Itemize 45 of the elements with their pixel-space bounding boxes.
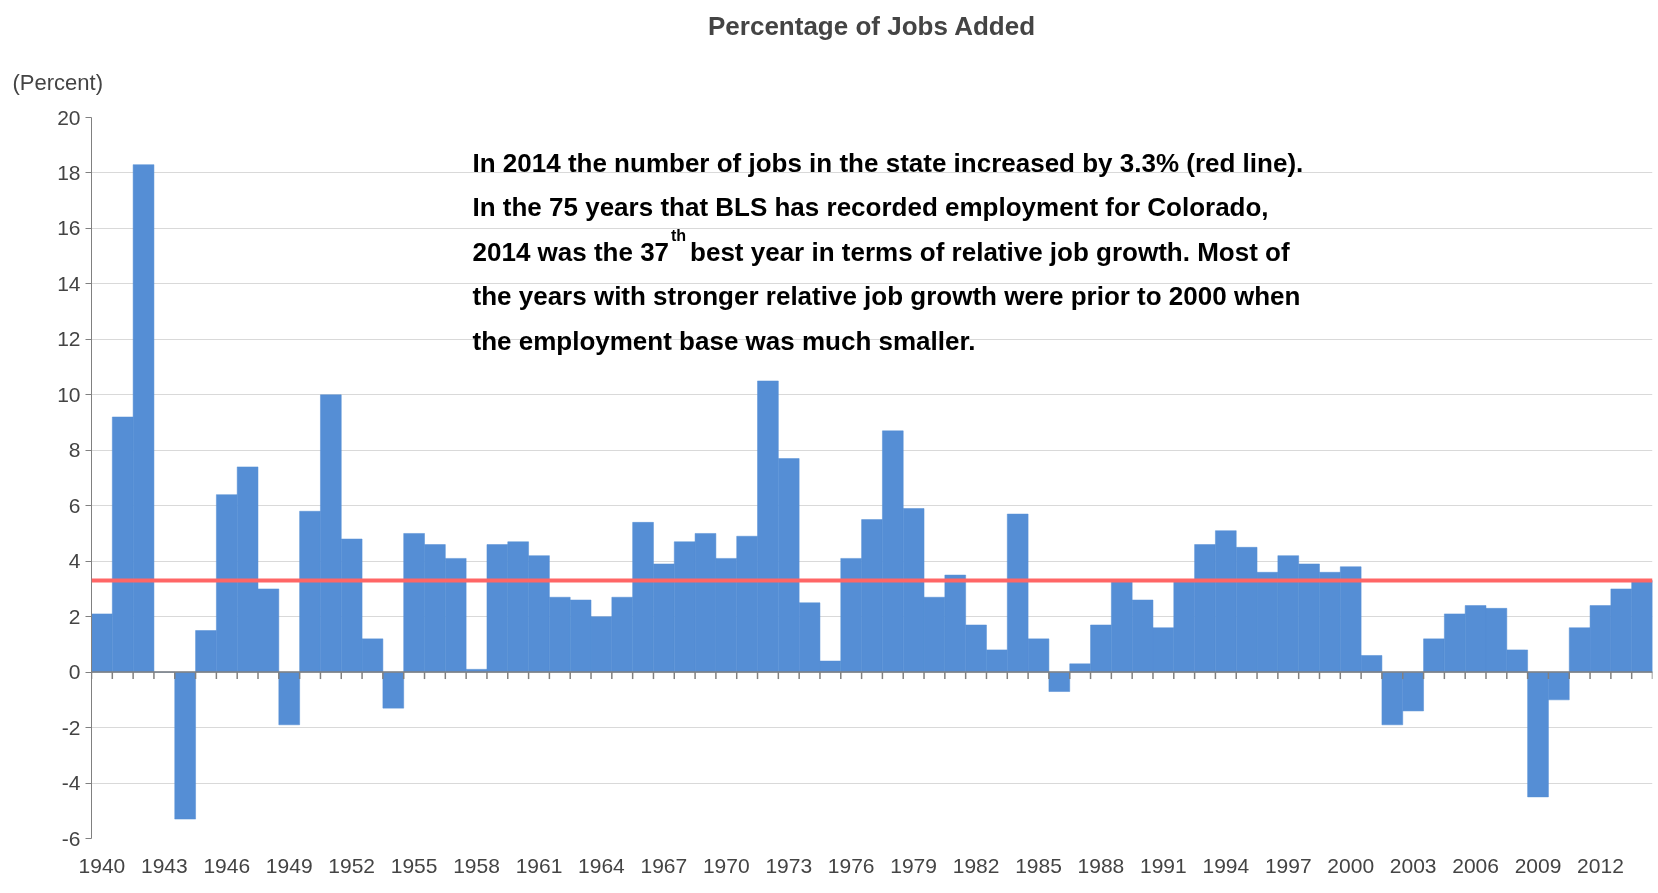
y-tick-label: 18 [57, 160, 81, 184]
x-tick-label: 1988 [1077, 853, 1125, 877]
y-tick-label: -2 [61, 715, 81, 739]
x-tick-label: 1943 [140, 853, 188, 877]
x-tick-label: 1946 [203, 853, 251, 877]
y-tick-label: 16 [57, 216, 81, 240]
bar [278, 671, 300, 726]
y-tick-label: 8 [68, 438, 81, 462]
chart-title: Percentage of Jobs Added [708, 10, 1036, 41]
x-tick-label: 1982 [952, 853, 1000, 877]
x-tick-label: 1991 [1140, 853, 1187, 877]
y-tick-label: -6 [61, 826, 81, 850]
x-tick-label: 1973 [765, 853, 813, 877]
y-tick-label: 12 [57, 327, 81, 351]
x-tick-label: 2012 [1577, 853, 1624, 877]
x-tick-label: 1952 [328, 853, 376, 877]
x-tick-label: 1997 [1264, 853, 1312, 877]
x-tick-label: 1955 [390, 853, 438, 877]
x-tick-label: 1964 [578, 853, 626, 877]
y-tick-label: 20 [57, 105, 81, 129]
y-tick-label: 10 [57, 382, 81, 406]
y-axis-title: (Percent) [12, 70, 103, 95]
x-tick-label: 2009 [1514, 853, 1562, 877]
x-tick-label: 1940 [78, 853, 126, 877]
bar [1048, 671, 1070, 692]
y-tick-label: 6 [68, 493, 81, 517]
bar [174, 671, 196, 820]
x-tick-label: 1985 [1015, 853, 1062, 877]
x-tick-label: 1970 [702, 853, 750, 877]
x-tick-label: 2003 [1389, 853, 1437, 877]
y-tick-label: 2 [68, 604, 81, 628]
y-tick-label: 14 [57, 271, 81, 295]
x-tick-label: 1994 [1202, 853, 1250, 877]
x-tick-label: 2000 [1327, 853, 1375, 877]
x-tick-label: 2006 [1452, 853, 1499, 877]
y-tick-label: 4 [68, 549, 81, 573]
x-tick-label: 1958 [453, 853, 500, 877]
x-tick-label: 1949 [265, 853, 313, 877]
y-tick-label: -4 [61, 771, 81, 795]
x-tick-label: 1979 [890, 853, 937, 877]
y-tick-label: 0 [68, 660, 81, 684]
x-tick-label: 1967 [640, 853, 688, 877]
bar [382, 671, 404, 709]
x-tick-label: 1976 [827, 853, 875, 877]
x-tick-label: 1961 [515, 853, 563, 877]
